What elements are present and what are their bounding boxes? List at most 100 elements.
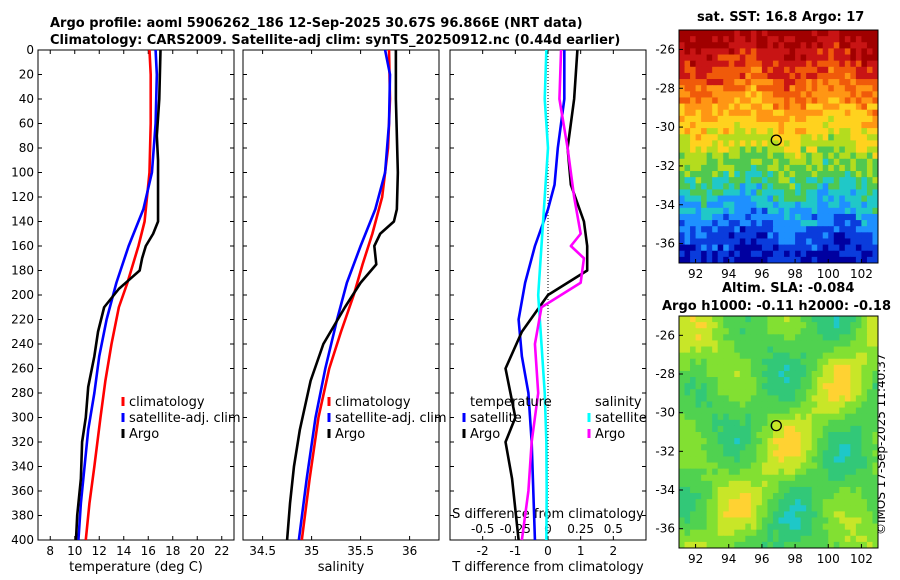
difference-profile-series-salinity-argo bbox=[520, 49, 586, 541]
sla-map-x-tick-label: 100 bbox=[817, 552, 840, 566]
sla-map-x-tick-label: 96 bbox=[754, 552, 769, 566]
y-tick-label: 340 bbox=[11, 460, 34, 474]
sdiff-tick-label: 0.5 bbox=[604, 522, 623, 536]
temperature-profile-x-tick-label: 12 bbox=[92, 544, 107, 558]
sla-map-y-tick-label: -30 bbox=[655, 406, 675, 420]
y-tick-label: 20 bbox=[19, 68, 34, 82]
sst-map-y-tick-label: -30 bbox=[655, 120, 675, 134]
sst-map-x-tick-label: 94 bbox=[721, 267, 736, 281]
sst-map-frame bbox=[678, 29, 879, 264]
temperature-profile-x-tick-label: 18 bbox=[165, 544, 180, 558]
y-tick-label: 240 bbox=[11, 337, 34, 351]
title-line-2: Climatology: CARS2009. Satellite-adj cli… bbox=[50, 33, 621, 48]
difference-profile-series-salinity-satellite bbox=[536, 49, 550, 541]
difference-profile-x-tick-label: -1 bbox=[509, 544, 521, 558]
diff-legend-temp-label: Argo bbox=[470, 427, 500, 442]
difference-profile-x-tick-label: -2 bbox=[477, 544, 489, 558]
temperature-profile-legend-label: satellite-adj. clim bbox=[129, 411, 241, 426]
sla-map-y-tick-label: -32 bbox=[655, 444, 675, 458]
temperature-profile-legend-label: Argo bbox=[129, 427, 159, 442]
sla-map-y-tick-label: -28 bbox=[655, 367, 675, 381]
sst-map-y-tick-label: -28 bbox=[655, 81, 675, 95]
sst-map-x-tick-label: 96 bbox=[754, 267, 769, 281]
sst-map-y-tick-label: -26 bbox=[655, 42, 675, 56]
sla-map-title-1: Altim. SLA: -0.084 bbox=[722, 281, 855, 296]
difference-profile-x-tick-label: 0 bbox=[544, 544, 552, 558]
temperature-profile-legend-label: climatology bbox=[129, 395, 205, 410]
sst-map-x-tick-label: 100 bbox=[817, 267, 840, 281]
temperature-profile-series-satellite-adj-clim bbox=[77, 49, 159, 541]
difference-profile-xlabel: T difference from climatology bbox=[451, 560, 644, 575]
sst-map-title: sat. SST: 16.8 Argo: 17 bbox=[697, 10, 865, 25]
sdiff-tick-label: -0.25 bbox=[500, 522, 531, 536]
sla-map-x-tick-label: 98 bbox=[787, 552, 802, 566]
sla-map-title-2: Argo h1000: -0.11 h2000: -0.18 bbox=[662, 299, 892, 314]
diff-legend-temp-label: satellite bbox=[470, 411, 522, 426]
difference-profile-x-tick-label: 2 bbox=[610, 544, 618, 558]
title-line-1: Argo profile: aoml 5906262_186 12-Sep-20… bbox=[50, 16, 583, 31]
sla-map-y-tick-label: -26 bbox=[655, 328, 675, 342]
sla-map-cells bbox=[679, 316, 879, 549]
y-tick-label: 160 bbox=[11, 239, 34, 253]
y-tick-label: 400 bbox=[11, 533, 34, 547]
y-tick-label: 120 bbox=[11, 190, 34, 204]
sdiff-tick-label: 0 bbox=[544, 522, 552, 536]
sst-map-cells bbox=[679, 30, 879, 264]
y-tick-label: 200 bbox=[11, 288, 34, 302]
salinity-profile-legend-label: Argo bbox=[335, 427, 365, 442]
salinity-profile-xlabel: salinity bbox=[318, 560, 365, 575]
sdiff-axis-label: S difference from climatology bbox=[452, 507, 644, 522]
temperature-profile-x-tick-label: 20 bbox=[190, 544, 205, 558]
temperature-profile-frame bbox=[37, 49, 235, 541]
y-tick-label: 40 bbox=[19, 92, 34, 106]
sla-map-x-tick-label: 102 bbox=[850, 552, 873, 566]
diff-legend-sal-label: Argo bbox=[595, 427, 625, 442]
salinity-profile-series-argo bbox=[285, 50, 400, 541]
y-tick-label: 380 bbox=[11, 509, 34, 523]
y-tick-label: 260 bbox=[11, 362, 34, 376]
sst-map-y-tick-label: -36 bbox=[655, 237, 675, 251]
sdiff-tick-label: 0.25 bbox=[567, 522, 594, 536]
salinity-profile-x-tick-label: 35 bbox=[304, 544, 319, 558]
sst-map-x-tick-label: 102 bbox=[850, 267, 873, 281]
temperature-profile-x-tick-label: 16 bbox=[141, 544, 156, 558]
salinity-profile-legend-label: climatology bbox=[335, 395, 411, 410]
sla-map-x-tick-label: 92 bbox=[688, 552, 703, 566]
temperature-profile-x-tick-label: 10 bbox=[67, 544, 82, 558]
salinity-profile-frame bbox=[242, 49, 440, 541]
diff-legend-temp-label: temperature bbox=[470, 395, 552, 410]
sla-map-x-tick-label: 94 bbox=[721, 552, 736, 566]
difference-profile-x-tick-label: 1 bbox=[577, 544, 585, 558]
temperature-profile-series-argo bbox=[74, 49, 162, 541]
temperature-profile-series-climatology bbox=[84, 49, 152, 541]
sdiff-tick-label: -0.5 bbox=[471, 522, 494, 536]
diff-legend-sal-label: salinity bbox=[595, 395, 642, 410]
y-tick-label: 60 bbox=[19, 117, 34, 131]
y-tick-label: 360 bbox=[11, 484, 34, 498]
diff-legend-sal-label: satellite bbox=[595, 411, 647, 426]
temperature-profile-x-tick-label: 14 bbox=[116, 544, 131, 558]
salinity-profile-series-satellite-adj-clim bbox=[297, 49, 392, 541]
y-tick-label: 0 bbox=[26, 43, 34, 57]
y-tick-label: 180 bbox=[11, 264, 34, 278]
temperature-profile-xlabel: temperature (deg C) bbox=[69, 560, 203, 575]
y-tick-label: 220 bbox=[11, 313, 34, 327]
y-tick-label: 300 bbox=[11, 411, 34, 425]
y-tick-label: 100 bbox=[11, 166, 34, 180]
salinity-profile-legend-label: satellite-adj. clim bbox=[335, 411, 447, 426]
y-tick-label: 280 bbox=[11, 386, 34, 400]
y-tick-label: 80 bbox=[19, 141, 34, 155]
temperature-profile-x-tick-label: 22 bbox=[214, 544, 229, 558]
temperature-profile-x-tick-label: 8 bbox=[46, 544, 54, 558]
sst-map-y-tick-label: -32 bbox=[655, 159, 675, 173]
sst-map-x-tick-label: 92 bbox=[688, 267, 703, 281]
sla-map-frame bbox=[678, 315, 879, 549]
sla-map-y-tick-label: -36 bbox=[655, 522, 675, 536]
sla-map-y-tick-label: -34 bbox=[655, 483, 675, 497]
salinity-profile-x-tick-label: 34.5 bbox=[249, 544, 276, 558]
sla-map-argo-marker bbox=[770, 419, 782, 432]
y-tick-label: 140 bbox=[11, 215, 34, 229]
salinity-profile-x-tick-label: 35.5 bbox=[347, 544, 374, 558]
salinity-profile-x-tick-label: 36 bbox=[402, 544, 417, 558]
